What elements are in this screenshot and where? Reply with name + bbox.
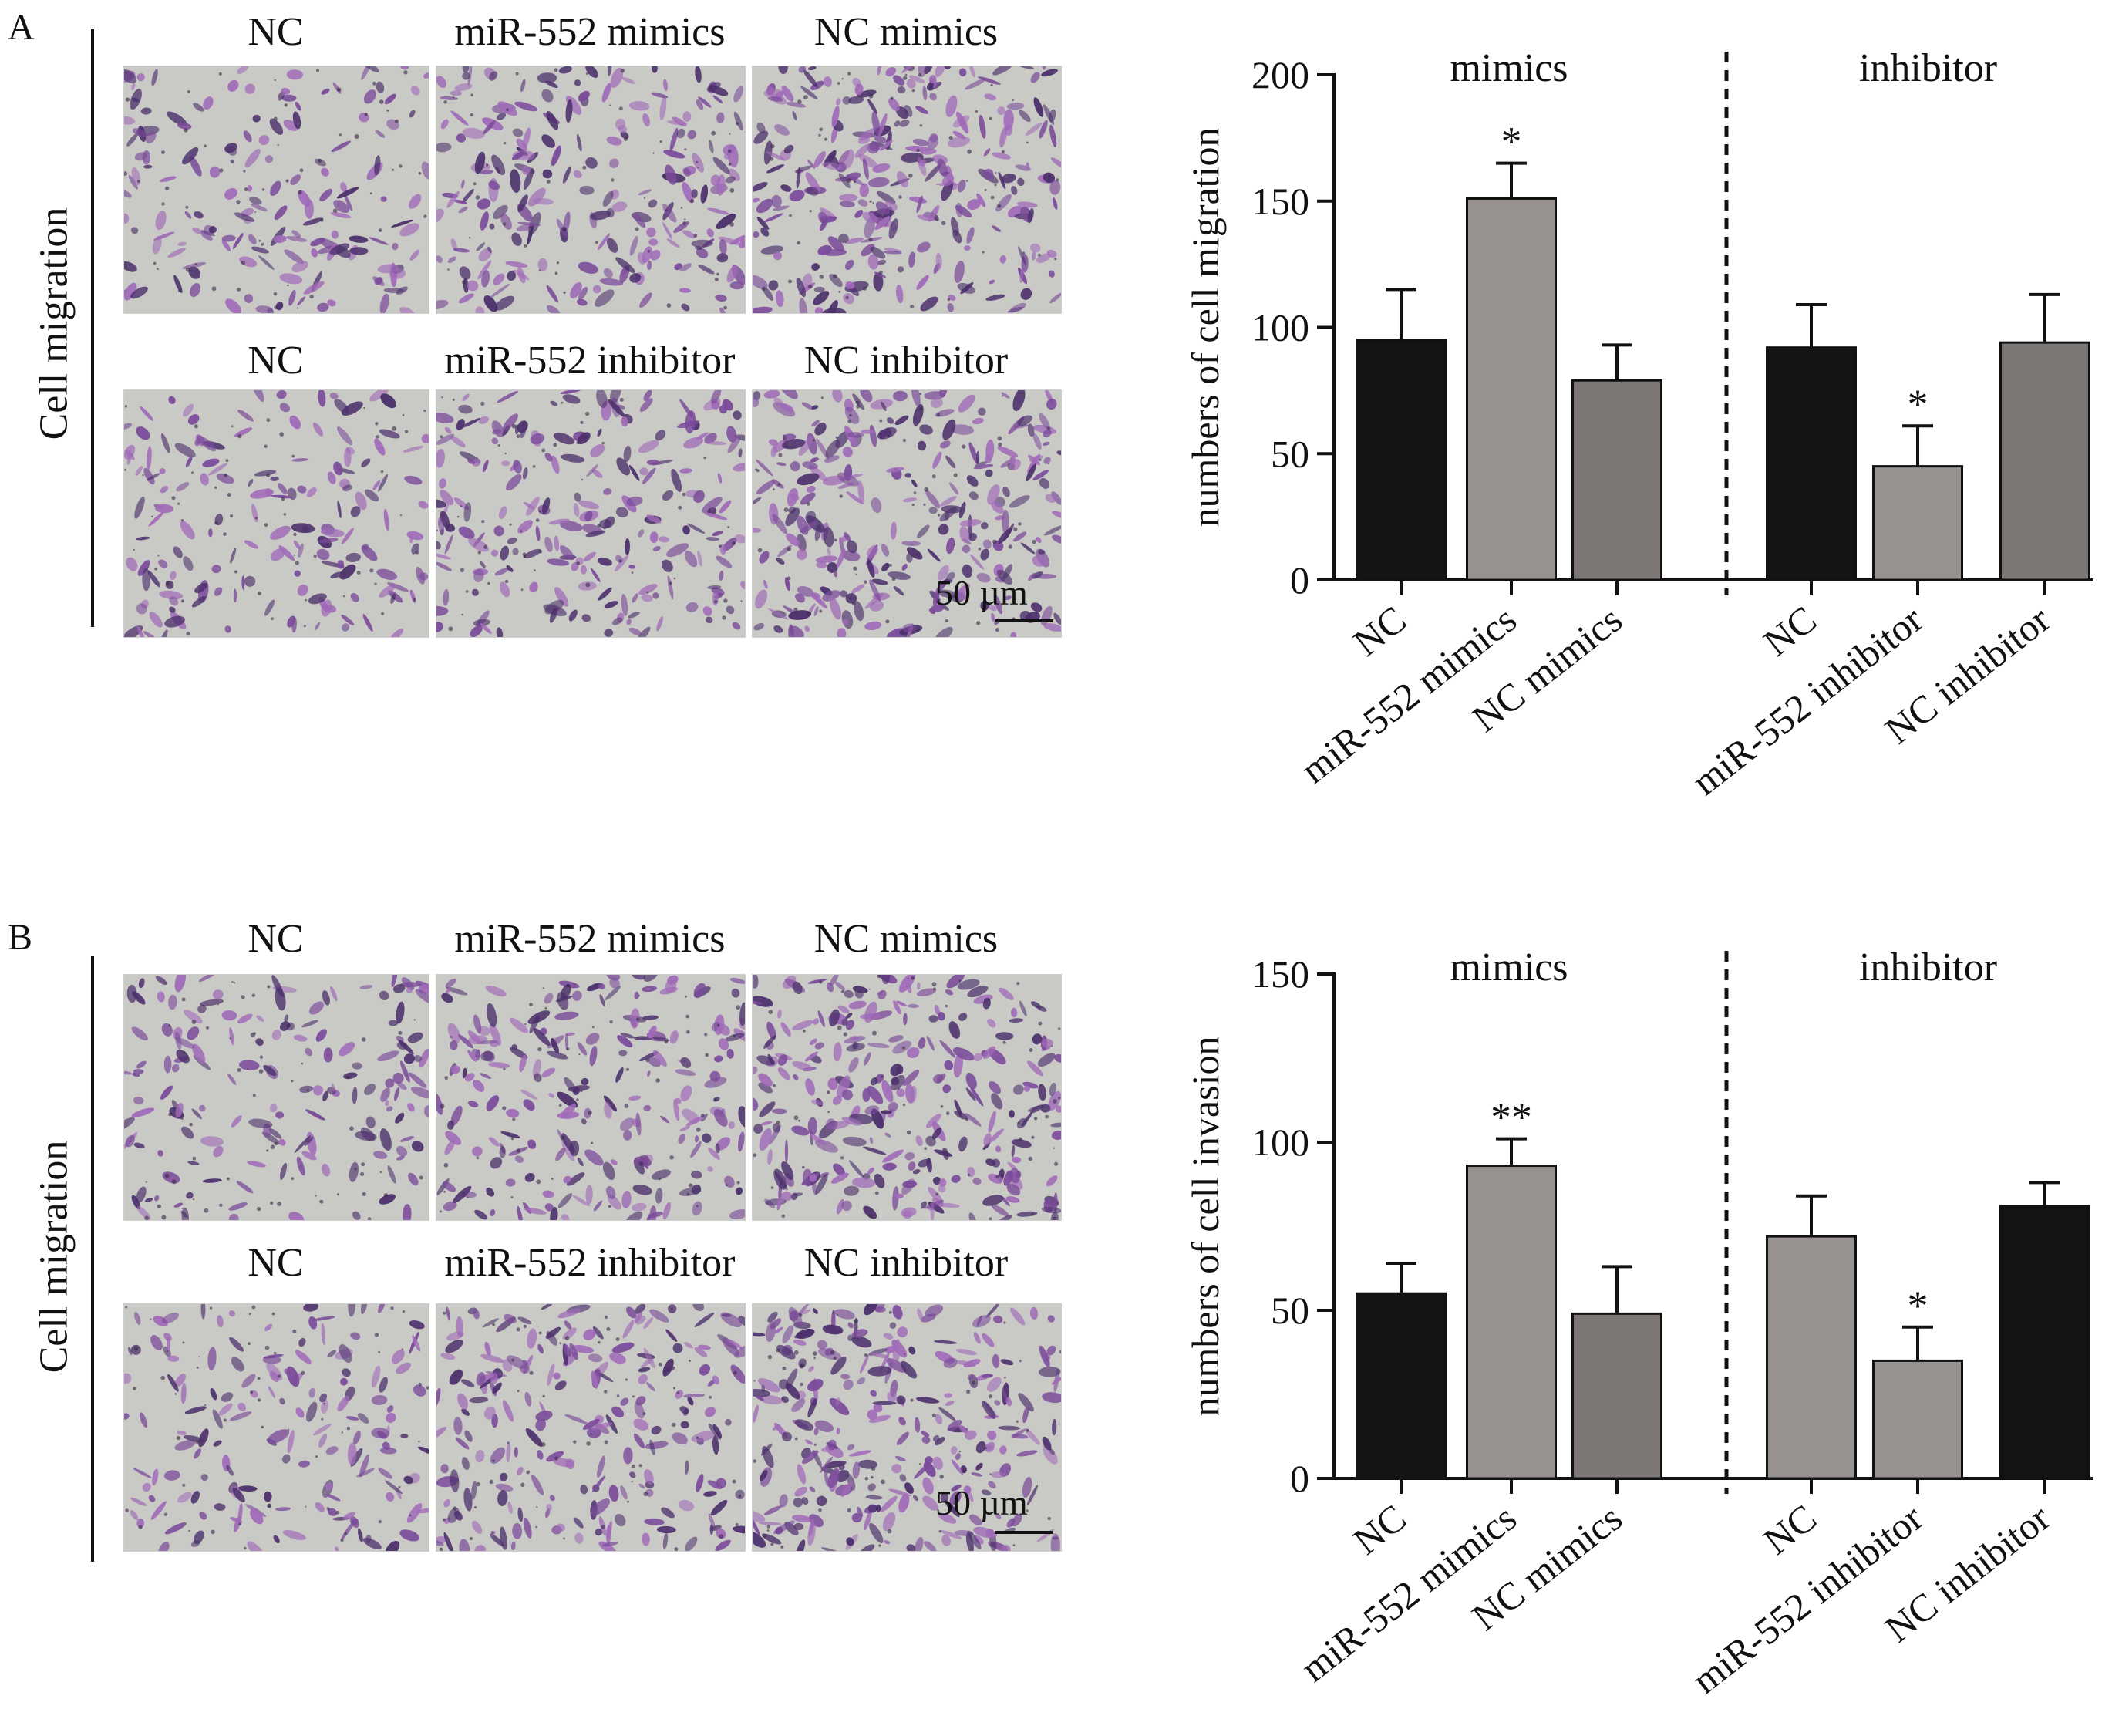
y-tick-label: 200 bbox=[1251, 53, 1309, 96]
panel-letter-b: B bbox=[8, 917, 33, 958]
micrograph-b-nc-mimics-row bbox=[123, 974, 429, 1221]
y-tick-label: 100 bbox=[1251, 1121, 1309, 1164]
panel-b-bottom-header-2: miR-552 inhibitor bbox=[444, 1241, 736, 1285]
micrograph-b-mir552-inhibitor bbox=[436, 1303, 746, 1552]
significance-marker: * bbox=[1908, 1283, 1928, 1329]
panel-b-bottom-header-3: NC inhibitor bbox=[803, 1241, 1009, 1285]
panel-b-top-header-1: NC bbox=[248, 917, 304, 961]
panel-a-bottom-header-1: NC bbox=[248, 339, 304, 383]
micrograph-b-nc-mimics bbox=[752, 974, 1062, 1221]
panel-a-top-header-3: NC mimics bbox=[813, 10, 999, 54]
panel-a-scale-bar bbox=[995, 619, 1053, 622]
bar bbox=[1356, 1292, 1447, 1480]
micrograph-a-nc-mimics-row bbox=[123, 66, 429, 314]
bar bbox=[1571, 1312, 1662, 1480]
panel-a-scale-label: 50 µm bbox=[935, 573, 1028, 612]
y-axis-label: numbers of cell migration bbox=[1184, 128, 1227, 528]
bar bbox=[1766, 346, 1857, 581]
panel-b-bottom-header-1: NC bbox=[248, 1241, 304, 1285]
micrograph-b-mir552-mimics bbox=[436, 974, 746, 1221]
y-tick-label: 150 bbox=[1251, 180, 1309, 223]
panel-letter-a: A bbox=[8, 7, 35, 48]
y-axis-label: numbers of cell invasion bbox=[1184, 1037, 1227, 1417]
group-label-mimics: mimics bbox=[1450, 46, 1568, 90]
micrograph-b-nc-inhibitor-row bbox=[123, 1303, 429, 1552]
panel-a-top-header-1: NC bbox=[248, 10, 304, 54]
micrograph-a-mir552-mimics bbox=[436, 66, 746, 314]
group-label-inhibitor: inhibitor bbox=[1859, 46, 1997, 90]
panel-b-top-header-2: miR-552 mimics bbox=[454, 917, 726, 961]
panel-a-divider-line bbox=[91, 29, 94, 627]
bar bbox=[1872, 1359, 1963, 1480]
micrograph-a-nc-mimics bbox=[752, 66, 1062, 314]
panel-a-top-header-2: miR-552 mimics bbox=[454, 10, 726, 54]
micrograph-b-nc-inhibitor bbox=[752, 1303, 1062, 1552]
y-tick-label: 0 bbox=[1290, 558, 1309, 602]
y-tick-label: 100 bbox=[1251, 306, 1309, 349]
bar bbox=[1571, 379, 1662, 581]
panel-b-scale-label: 50 µm bbox=[935, 1483, 1028, 1522]
panel-b-divider-line bbox=[91, 956, 94, 1562]
bar bbox=[1466, 1165, 1557, 1480]
micrograph-a-nc-inhibitor bbox=[752, 389, 1062, 638]
significance-marker: * bbox=[1908, 381, 1928, 427]
y-tick-label: 0 bbox=[1290, 1457, 1309, 1500]
y-tick-label: 50 bbox=[1271, 1289, 1309, 1332]
significance-marker: * bbox=[1501, 119, 1522, 165]
bar-chart-cell-migration: 0 50 100 150 200 numbers of cell migration mim… bbox=[1184, 46, 2093, 804]
bar bbox=[1999, 1205, 2090, 1480]
panel-b-top-header-3: NC mimics bbox=[813, 917, 999, 961]
x-tick-label: NC bbox=[1756, 1496, 1824, 1563]
micrograph-a-mir552-inhibitor bbox=[436, 389, 746, 638]
panel-a-bottom-header-3: NC inhibitor bbox=[803, 339, 1009, 383]
panel-b-scale-bar bbox=[995, 1531, 1053, 1534]
group-label-inhibitor: inhibitor bbox=[1859, 946, 1997, 989]
panel-a-bottom-header-2: miR-552 inhibitor bbox=[444, 339, 736, 383]
micrograph-a-nc-inhibitor-row bbox=[123, 389, 429, 638]
y-tick-label: 50 bbox=[1271, 432, 1309, 475]
significance-marker: ** bbox=[1491, 1094, 1532, 1141]
bar bbox=[1766, 1235, 1857, 1480]
y-tick-label: 150 bbox=[1251, 952, 1309, 996]
bar bbox=[1356, 339, 1447, 581]
group-label-mimics: mimics bbox=[1450, 946, 1568, 989]
x-tick-label: NC bbox=[1346, 1496, 1414, 1563]
